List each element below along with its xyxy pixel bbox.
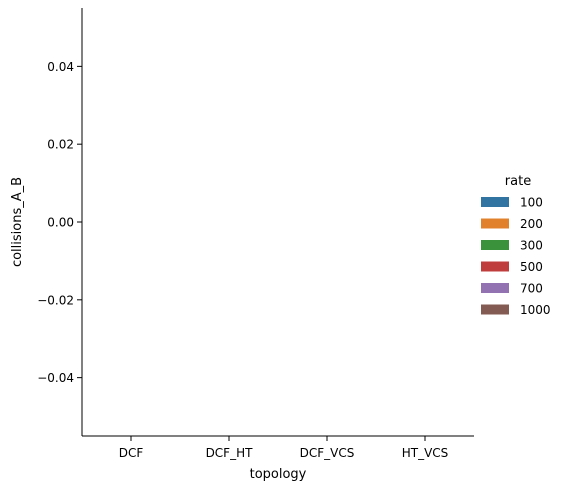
x-tick-label: DCF_VCS: [300, 446, 355, 460]
x-axis-label: topology: [250, 467, 307, 482]
legend-swatch: [481, 261, 509, 272]
y-tick-label: 0.02: [47, 138, 74, 152]
y-axis-label: collisions_A_B: [10, 177, 25, 267]
legend-label: 200: [520, 217, 543, 231]
y-axis-ticks: 0.04 0.02 0.00 −0.02 −0.04: [37, 60, 82, 385]
legend-label: 500: [520, 260, 543, 274]
y-tick-label: −0.04: [37, 371, 74, 385]
legend-items: 100 200 300 500 700 1000: [481, 196, 551, 317]
legend-swatch: [481, 218, 509, 229]
y-tick-label: −0.02: [37, 293, 74, 307]
legend-title: rate: [505, 174, 531, 189]
x-tick-label: HT_VCS: [402, 446, 449, 460]
x-tick-label: DCF_HT: [206, 446, 254, 460]
legend-label: 300: [520, 239, 543, 253]
legend-label: 700: [520, 282, 543, 296]
x-tick-label: DCF: [119, 446, 144, 460]
legend-swatch: [481, 304, 509, 315]
legend-label: 100: [520, 196, 543, 210]
y-tick-label: 0.00: [47, 216, 74, 230]
x-axis-ticks: DCF DCF_HT DCF_VCS HT_VCS: [119, 436, 449, 460]
legend-swatch: [481, 197, 509, 207]
legend-swatch: [481, 283, 509, 293]
y-tick-label: 0.04: [47, 60, 74, 74]
legend-swatch: [481, 240, 509, 250]
legend-label: 1000: [520, 303, 551, 317]
legend: rate 100 200 300 500 700 1000: [481, 174, 551, 317]
